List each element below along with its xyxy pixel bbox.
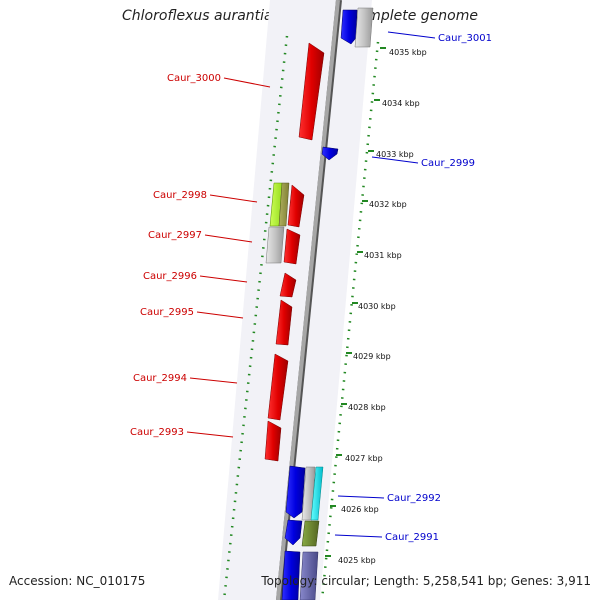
feature-slate-block [299, 551, 319, 600]
scale-tick-label: 4026 kbp [341, 505, 379, 514]
outer-ring-left [222, 35, 289, 600]
gene-arrow-blue-bottom[interactable] [281, 550, 301, 600]
scale-tick-labels: 4035 kbp 4034 kbp 4033 kbp 4032 kbp 4031… [338, 48, 427, 565]
gene-arrow-caur-2992[interactable] [285, 465, 306, 519]
scale-tick-label: 4027 kbp [345, 454, 383, 463]
gene-arrow-caur-2996[interactable] [279, 272, 297, 298]
scale-tick-label: 4033 kbp [376, 150, 414, 159]
gene-arrow-caur-2994[interactable] [267, 353, 289, 421]
gene-label-caur-2994[interactable]: Caur_2994 [133, 373, 187, 384]
scale-tick-label: 4028 kbp [348, 403, 386, 412]
gene-label-caur-2996[interactable]: Caur_2996 [143, 271, 197, 282]
gene-label-caur-2993[interactable]: Caur_2993 [130, 427, 184, 438]
scale-tick-label: 4031 kbp [364, 251, 402, 260]
accession-label: Accession: NC_010175 [9, 574, 146, 588]
leader-line [387, 31, 436, 39]
gene-labels-left: Caur_3000 Caur_2998 Caur_2997 Caur_2996 … [130, 73, 271, 438]
feature-gray-block-top [354, 7, 374, 48]
feature-olive-block [278, 182, 290, 227]
gene-arrow-caur-2998[interactable] [287, 184, 305, 228]
scale-tick-label: 4030 kbp [358, 302, 396, 311]
leader-line [189, 377, 238, 384]
gene-label-caur-3000[interactable]: Caur_3000 [167, 73, 221, 84]
leader-line [199, 275, 248, 283]
feature-olive-green-block [301, 520, 320, 547]
leader-line [204, 234, 253, 243]
leader-line [186, 431, 234, 438]
scale-tick-label: 4035 kbp [389, 48, 427, 57]
gene-arrow-caur-2995[interactable] [275, 299, 293, 346]
gene-arrow-caur-2993[interactable] [264, 420, 282, 462]
gene-arrow-caur-2991[interactable] [284, 519, 303, 546]
genome-summary: Topology: circular; Length: 5,258,541 bp… [261, 574, 591, 588]
scale-ticks [325, 47, 386, 557]
feature-gray-block [265, 226, 285, 264]
gene-label-caur-2999[interactable]: Caur_2999 [421, 158, 475, 169]
gene-label-caur-2998[interactable]: Caur_2998 [153, 190, 207, 201]
leader-line [334, 534, 383, 538]
leader-line [371, 156, 419, 164]
gene-arrow-caur-3001[interactable] [340, 9, 358, 45]
gene-labels-right: Caur_3001 Caur_2999 Caur_2992 Caur_2991 [334, 31, 492, 543]
scale-tick-label: 4029 kbp [353, 352, 391, 361]
gene-label-caur-2991[interactable]: Caur_2991 [385, 532, 439, 543]
gene-arrow-caur-2999[interactable] [321, 146, 339, 161]
leader-line [223, 77, 271, 88]
gene-label-caur-3001[interactable]: Caur_3001 [438, 33, 492, 44]
gene-label-caur-2992[interactable]: Caur_2992 [387, 493, 441, 504]
scale-tick-label: 4025 kbp [338, 556, 376, 565]
gene-arrow-caur-2997[interactable] [283, 228, 301, 265]
scale-tick-label: 4032 kbp [369, 200, 407, 209]
feature-cyan-block [310, 466, 324, 521]
gene-arrow-caur-3000[interactable] [298, 42, 325, 141]
gene-label-caur-2995[interactable]: Caur_2995 [140, 307, 194, 318]
leader-line [209, 194, 258, 203]
gene-label-caur-2997[interactable]: Caur_2997 [148, 230, 202, 241]
leader-line [196, 311, 244, 319]
scale-tick-label: 4034 kbp [382, 99, 420, 108]
leader-line [337, 495, 385, 499]
